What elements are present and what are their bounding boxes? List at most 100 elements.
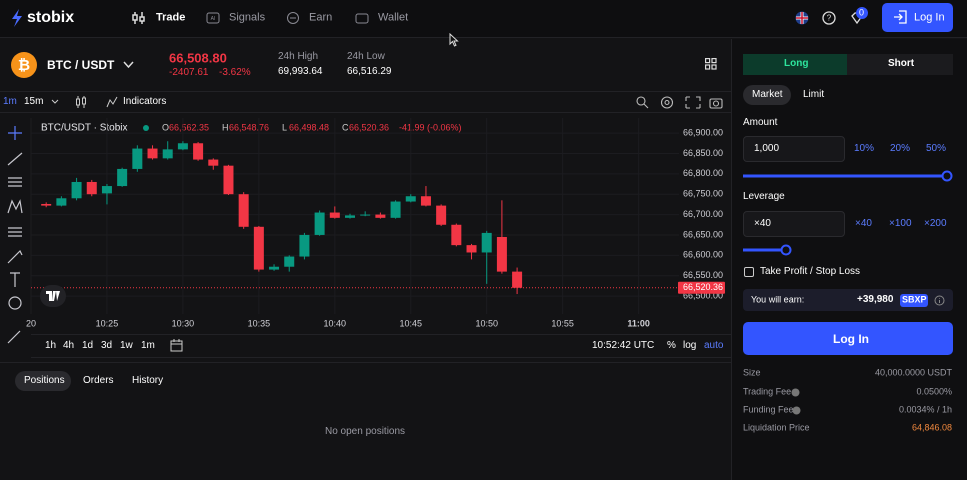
x-tick-label: 10:55	[551, 318, 574, 328]
candle-body	[86, 181, 97, 195]
amount-preset[interactable]: 50%	[926, 143, 947, 154]
legend-key: L	[282, 122, 287, 132]
help-dot[interactable]	[792, 406, 801, 415]
y-tick-label: 66,500.00	[683, 290, 723, 300]
leverage-slider[interactable]	[740, 242, 955, 258]
y-tick-label: 66,600.00	[683, 250, 723, 260]
auto-toggle[interactable]: auto	[704, 340, 724, 351]
candle-body	[360, 214, 371, 216]
leverage-preset[interactable]: ×100	[889, 218, 912, 229]
y-tick-label: 66,550.00	[683, 270, 723, 280]
tpsl-label[interactable]: Take Profit / Stop Loss	[760, 266, 861, 277]
amount[interactable]: 1,000	[754, 143, 780, 154]
last-price-label: 66,520.36	[683, 282, 723, 292]
high: 69,993.64	[278, 66, 323, 77]
low-label: 24h Low	[347, 51, 385, 62]
indicators[interactable]: Indicators	[123, 96, 167, 107]
leverage-preset[interactable]: ×200	[924, 218, 947, 229]
legend-key: H	[222, 122, 229, 132]
x-tick-label: 10:30	[172, 318, 195, 328]
interval[interactable]: 15m	[24, 96, 44, 107]
detail-value: 40,000.0000 USDT	[874, 367, 952, 378]
detail-label: Funding Fee	[743, 404, 794, 415]
detail-label: Trading Fee	[743, 386, 792, 397]
y-tick-label: 66,800.00	[683, 168, 723, 178]
short-tab[interactable]	[847, 54, 953, 75]
notification-badge: 0	[859, 7, 865, 18]
detail-label: Liquidation Price	[743, 422, 810, 433]
candle-type-icon[interactable]	[75, 96, 87, 108]
long-text[interactable]: Long	[784, 58, 809, 69]
login-text[interactable]: Log In	[914, 11, 945, 24]
nav-item[interactable]: Trade	[156, 11, 186, 24]
long-tab[interactable]	[743, 54, 847, 75]
svg-text:AI: AI	[211, 16, 216, 22]
trade-icon	[132, 12, 145, 24]
percent-toggle[interactable]: %	[667, 340, 676, 351]
pair-chevron[interactable]	[123, 60, 134, 69]
range[interactable]: 1h	[45, 340, 57, 351]
svg-text:₿: ₿	[18, 57, 30, 74]
interval-active[interactable]: 1m	[3, 96, 17, 107]
order-type[interactable]: Market	[752, 89, 783, 100]
candle-body	[238, 194, 249, 227]
range[interactable]: 1d	[82, 340, 94, 351]
range[interactable]: 1w	[120, 340, 133, 351]
nav-item[interactable]: Wallet	[378, 11, 409, 24]
help-icon[interactable]: ?	[822, 11, 836, 25]
submit-button[interactable]	[743, 322, 953, 355]
info-icon[interactable]	[934, 295, 945, 306]
range[interactable]: 4h	[63, 340, 75, 351]
change: -2407.61	[169, 67, 209, 78]
short-text[interactable]: Short	[888, 58, 915, 69]
detail-value: 64,846.08	[911, 422, 952, 433]
login-button[interactable]	[882, 3, 953, 32]
language-flag[interactable]	[795, 11, 809, 25]
range[interactable]: 1m	[141, 340, 155, 351]
log-toggle[interactable]: log	[683, 340, 697, 351]
tab[interactable]: History	[132, 375, 164, 386]
candle-body	[71, 181, 82, 199]
amount-slider[interactable]	[740, 168, 955, 184]
chart: BTC/USDT · Stobix O 66,562.35 H 66,548.76 L 6…	[26, 118, 725, 328]
amount-preset[interactable]: 20%	[890, 143, 911, 154]
candle-body	[390, 201, 401, 218]
indicators-icon[interactable]	[106, 96, 118, 108]
help-dot[interactable]	[791, 388, 800, 397]
submit-text[interactable]: Log In	[833, 332, 869, 346]
amount-preset[interactable]: 10%	[854, 143, 875, 154]
drawing-toolbar[interactable]	[0, 113, 31, 363]
leverage-preset[interactable]: ×40	[855, 218, 872, 229]
high-label: 24h High	[278, 51, 319, 62]
candle-body	[496, 236, 507, 272]
range[interactable]: 3d	[101, 340, 113, 351]
detail-label: Size	[743, 367, 761, 378]
candle-body	[41, 203, 52, 206]
tab[interactable]: Orders	[83, 375, 114, 386]
nav-item[interactable]: Signals	[229, 11, 266, 24]
chart-tools[interactable]	[636, 96, 732, 109]
layout-icon[interactable]	[705, 58, 717, 70]
date-range-icon[interactable]	[170, 339, 183, 352]
candle-body	[345, 215, 355, 218]
candle-body	[405, 196, 416, 202]
x-tick-label: 10:40	[324, 318, 347, 328]
range-bar	[31, 334, 731, 358]
leverage-input[interactable]	[743, 211, 845, 237]
tab[interactable]: Positions	[24, 375, 65, 386]
y-tick-label: 66,900.00	[683, 127, 723, 137]
login-icon	[894, 10, 907, 24]
cursor	[449, 33, 459, 47]
pair[interactable]: BTC / USDT	[47, 58, 115, 72]
nav-item[interactable]: Earn	[309, 11, 333, 24]
x-tick-label: 10:25	[96, 318, 119, 328]
x-tick-label: 10:45	[399, 318, 422, 328]
interval-chevron[interactable]	[51, 99, 59, 105]
legend-value: 66,562.35	[169, 122, 209, 132]
candle-body	[314, 212, 325, 235]
amount-input[interactable]	[743, 136, 845, 162]
brand: stobix	[27, 9, 75, 26]
tpsl-checkbox[interactable]	[744, 267, 754, 277]
order-type[interactable]: Limit	[803, 89, 825, 100]
leverage[interactable]: ×40	[754, 218, 771, 229]
